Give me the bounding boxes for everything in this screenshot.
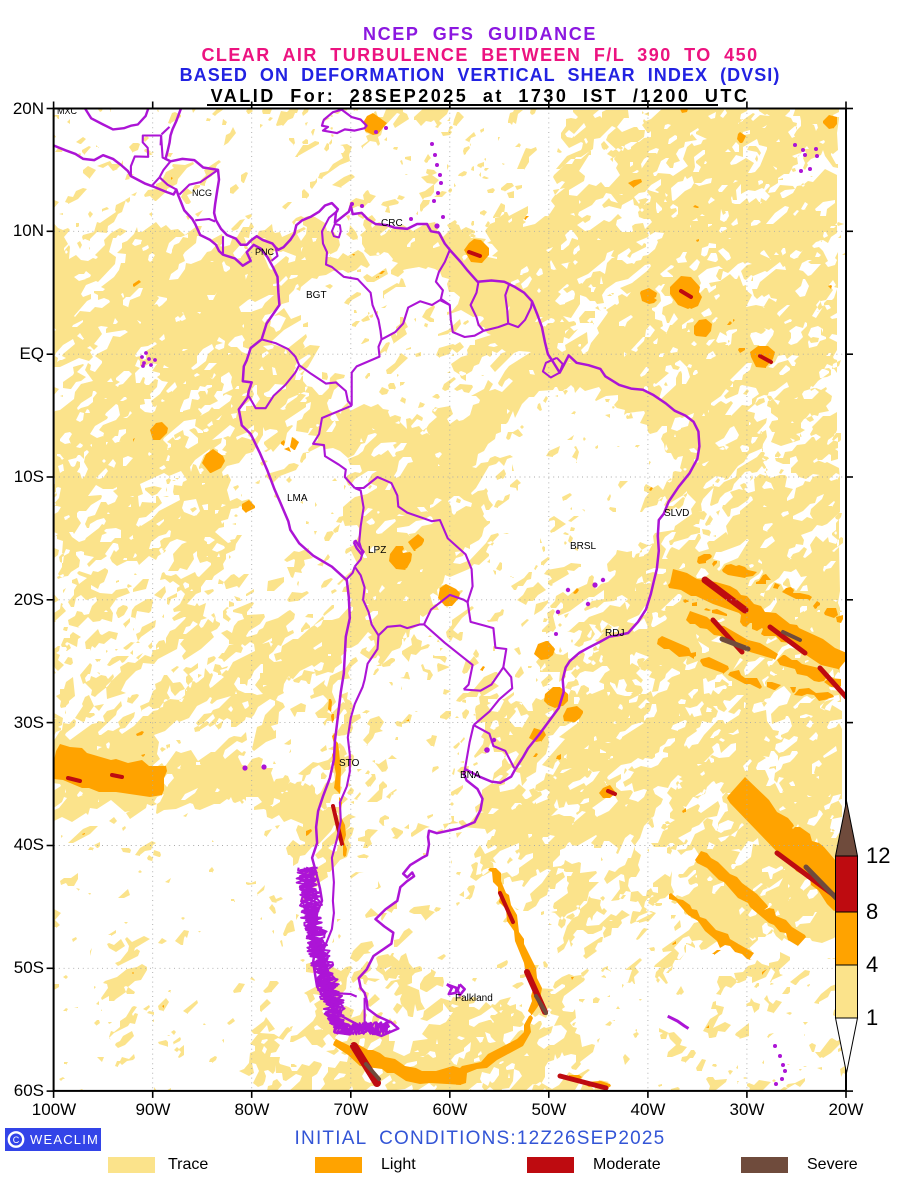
svg-text:LPZ: LPZ (368, 545, 386, 556)
svg-text:1: 1 (866, 1005, 878, 1030)
svg-text:NCG: NCG (192, 188, 212, 198)
svg-text:4: 4 (866, 952, 878, 977)
svg-text:60W: 60W (433, 1100, 468, 1119)
svg-text:MXC: MXC (57, 106, 78, 116)
svg-text:20N: 20N (13, 99, 44, 118)
svg-text:20S: 20S (14, 590, 44, 609)
svg-text:100W: 100W (32, 1100, 76, 1119)
svg-text:SLVD: SLVD (664, 508, 689, 519)
svg-text:30W: 30W (730, 1100, 765, 1119)
svg-text:BRSL: BRSL (570, 541, 597, 552)
svg-text:70W: 70W (334, 1100, 369, 1119)
svg-text:CRC: CRC (381, 218, 403, 229)
svg-text:LMA: LMA (287, 493, 308, 504)
svg-text:8: 8 (866, 899, 878, 924)
svg-text:10N: 10N (13, 221, 44, 240)
svg-text:40W: 40W (631, 1100, 666, 1119)
svg-text:10S: 10S (14, 467, 44, 486)
svg-text:RDJ: RDJ (605, 628, 624, 639)
svg-text:30S: 30S (14, 713, 44, 732)
svg-text:20W: 20W (829, 1100, 864, 1119)
svg-text:WEACLIM: WEACLIM (30, 1132, 99, 1147)
svg-text:12: 12 (866, 843, 890, 868)
svg-text:EQ: EQ (19, 344, 44, 363)
svg-text:PNC: PNC (255, 247, 275, 257)
svg-text:50W: 50W (532, 1100, 567, 1119)
svg-text:50S: 50S (14, 958, 44, 977)
svg-text:60S: 60S (14, 1081, 44, 1100)
svg-text:BGT: BGT (306, 290, 327, 301)
svg-text:80W: 80W (235, 1100, 270, 1119)
svg-text:40S: 40S (14, 835, 44, 854)
svg-text:Falkland: Falkland (455, 993, 493, 1004)
svg-text:BNA: BNA (460, 770, 481, 781)
svg-text:90W: 90W (136, 1100, 171, 1119)
svg-text:C: C (13, 1135, 20, 1145)
svg-text:STO: STO (339, 758, 360, 769)
